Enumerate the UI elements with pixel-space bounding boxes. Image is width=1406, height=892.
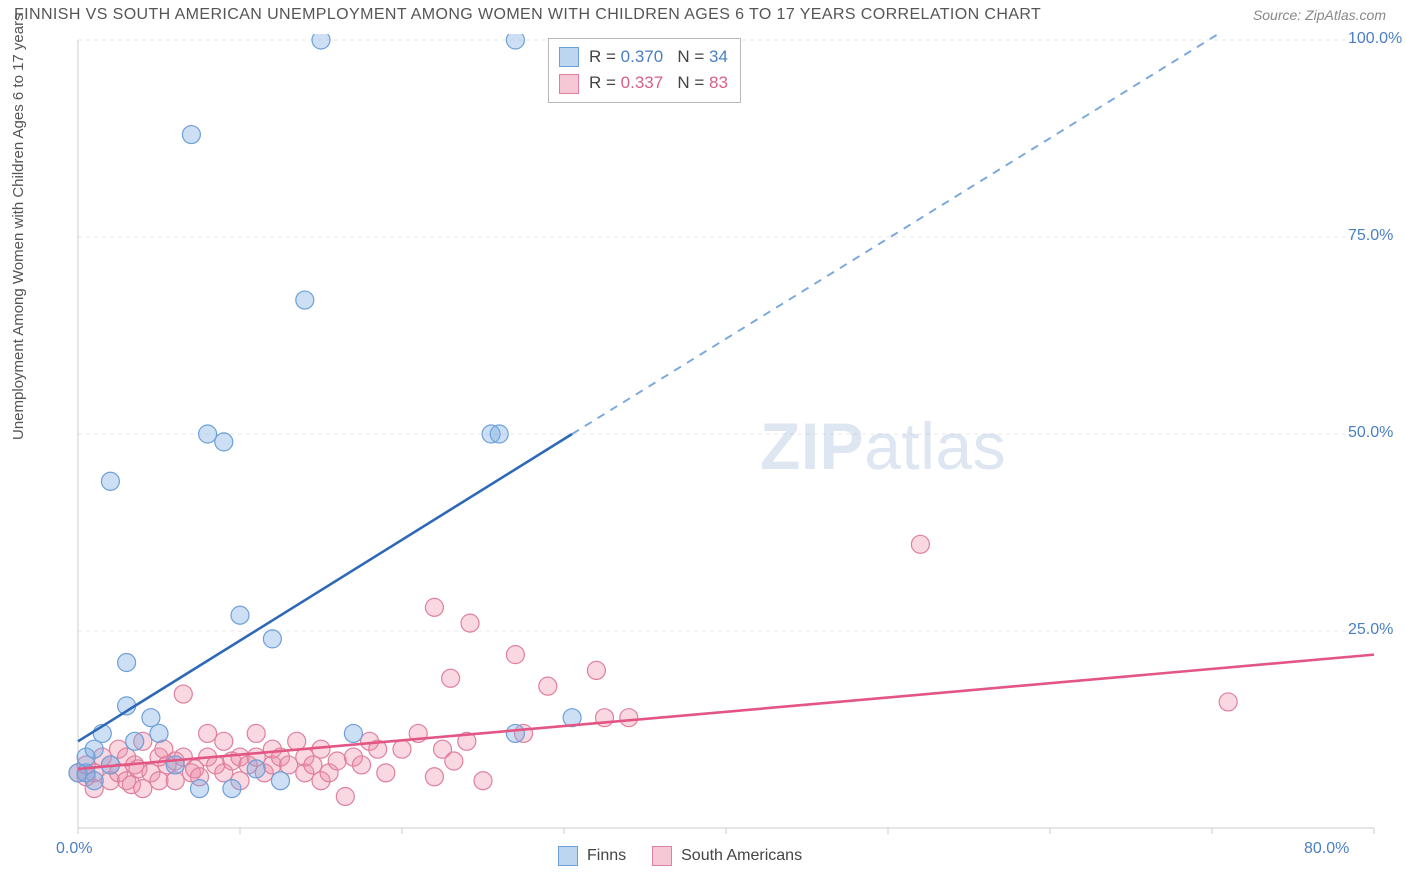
y-axis-label: Unemployment Among Women with Children A… [10, 13, 27, 440]
y-tick-label: 100.0% [1348, 30, 1402, 48]
header-row: FINNISH VS SOUTH AMERICAN UNEMPLOYMENT A… [0, 0, 1406, 24]
x-tick-label: 0.0% [56, 840, 92, 858]
series-legend-item: South Americans [652, 846, 802, 866]
legend-swatch-icon [652, 846, 672, 866]
y-tick-label: 75.0% [1348, 227, 1393, 245]
series-legend-item: Finns [558, 846, 626, 866]
series-label: Finns [587, 847, 626, 865]
legend-stats-south-americans: R = 0.337 N = 83 [589, 70, 728, 96]
y-tick-label: 50.0% [1348, 424, 1393, 442]
y-tick-label: 25.0% [1348, 621, 1393, 639]
legend-swatch-finns [559, 47, 579, 67]
source-attribution: Source: ZipAtlas.com [1253, 7, 1386, 23]
chart-title: FINNISH VS SOUTH AMERICAN UNEMPLOYMENT A… [14, 6, 1041, 24]
scatter-plot [56, 34, 1396, 834]
x-tick-label: 80.0% [1304, 840, 1349, 858]
correlation-legend: R = 0.370 N = 34 R = 0.337 N = 83 [548, 38, 741, 103]
series-label: South Americans [681, 847, 802, 865]
legend-row-south-americans: R = 0.337 N = 83 [559, 70, 728, 96]
legend-swatch-south-americans [559, 74, 579, 94]
legend-swatch-icon [558, 846, 578, 866]
legend-stats-finns: R = 0.370 N = 34 [589, 44, 728, 70]
series-legend: Finns South Americans [558, 846, 802, 866]
legend-row-finns: R = 0.370 N = 34 [559, 44, 728, 70]
